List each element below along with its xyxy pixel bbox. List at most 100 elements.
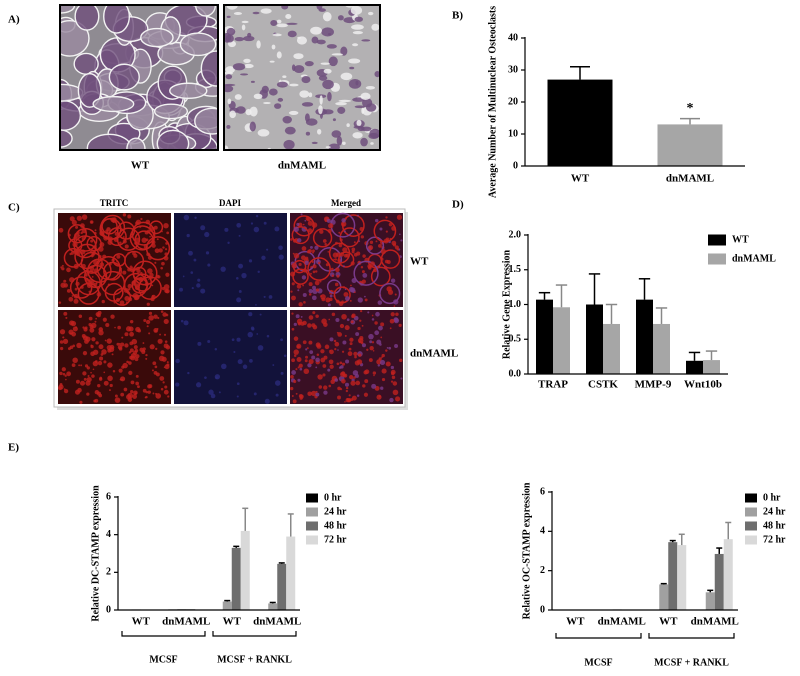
signal <box>148 278 150 280</box>
cell <box>224 83 236 87</box>
signal <box>187 371 190 375</box>
signal <box>315 270 318 273</box>
cell <box>305 131 311 136</box>
signal <box>134 348 139 353</box>
signal <box>87 258 112 283</box>
cell <box>328 56 338 67</box>
signal <box>324 242 327 246</box>
signal <box>107 283 111 286</box>
signal <box>343 230 346 233</box>
signal <box>316 353 320 356</box>
signal <box>263 221 267 225</box>
signal <box>337 332 343 337</box>
signal <box>357 214 359 217</box>
signal <box>305 355 308 359</box>
cell <box>365 86 375 90</box>
signal <box>156 238 159 241</box>
signal <box>357 326 361 331</box>
signal <box>71 294 74 297</box>
signal <box>69 345 74 350</box>
signal <box>351 313 356 318</box>
cell <box>321 27 334 37</box>
signal <box>291 358 296 363</box>
signal <box>341 218 346 223</box>
x-tick-label: WT <box>566 616 585 628</box>
cell <box>322 11 332 22</box>
signal <box>78 364 81 367</box>
signal <box>148 315 154 321</box>
signal <box>76 342 82 349</box>
signal <box>62 372 66 376</box>
cell <box>282 116 292 124</box>
signal <box>297 289 300 292</box>
signal <box>190 271 194 274</box>
signal <box>159 333 162 336</box>
bar <box>231 547 241 610</box>
y-tick-label: 20 <box>508 96 518 107</box>
bar <box>268 603 278 610</box>
signal <box>186 233 190 238</box>
image-frame <box>223 4 381 151</box>
cell <box>340 72 353 81</box>
signal <box>128 361 132 365</box>
signal <box>387 289 394 295</box>
signal <box>250 222 254 225</box>
signal <box>131 338 138 345</box>
signal <box>180 319 184 323</box>
signal <box>155 274 160 279</box>
signal <box>392 243 397 247</box>
signal <box>374 218 379 223</box>
signal <box>200 288 206 294</box>
signal <box>324 344 330 350</box>
signal <box>196 283 201 288</box>
signal <box>214 374 221 380</box>
signal <box>302 320 307 326</box>
signal <box>153 371 158 375</box>
signal <box>137 328 142 333</box>
legend-label: 48 hr <box>763 520 786 531</box>
signal <box>351 247 356 252</box>
signal <box>306 347 309 350</box>
signal <box>259 313 262 316</box>
signal <box>90 254 94 258</box>
signal <box>179 287 184 292</box>
signal <box>317 261 321 265</box>
signal <box>290 386 294 391</box>
signal <box>194 216 197 220</box>
signal <box>162 312 167 317</box>
bar <box>222 601 232 610</box>
signal <box>334 341 340 347</box>
signal <box>153 314 158 319</box>
signal <box>122 270 127 275</box>
error-bar <box>705 350 718 361</box>
signal <box>166 361 169 364</box>
cell <box>156 129 190 150</box>
signal <box>266 248 269 251</box>
signal <box>363 392 369 397</box>
signal <box>302 284 305 287</box>
signal <box>121 378 124 381</box>
error-bar <box>660 582 667 585</box>
cell <box>304 60 314 67</box>
signal <box>302 223 305 226</box>
x-tick-label: dnMAML <box>253 616 301 628</box>
signal <box>390 369 396 375</box>
signal <box>73 235 97 259</box>
signal <box>145 319 151 325</box>
cell <box>370 142 374 145</box>
signal <box>341 350 345 353</box>
signal <box>280 338 283 342</box>
signal <box>339 388 343 391</box>
signal <box>66 267 71 273</box>
signal <box>158 248 163 253</box>
signal <box>121 336 124 339</box>
signal <box>347 351 353 357</box>
signal <box>117 325 121 330</box>
cell <box>226 27 236 36</box>
cell <box>360 92 371 101</box>
signal <box>293 253 300 259</box>
signal <box>361 279 366 284</box>
cell <box>311 141 318 145</box>
signal <box>372 371 377 375</box>
signal <box>372 349 375 352</box>
